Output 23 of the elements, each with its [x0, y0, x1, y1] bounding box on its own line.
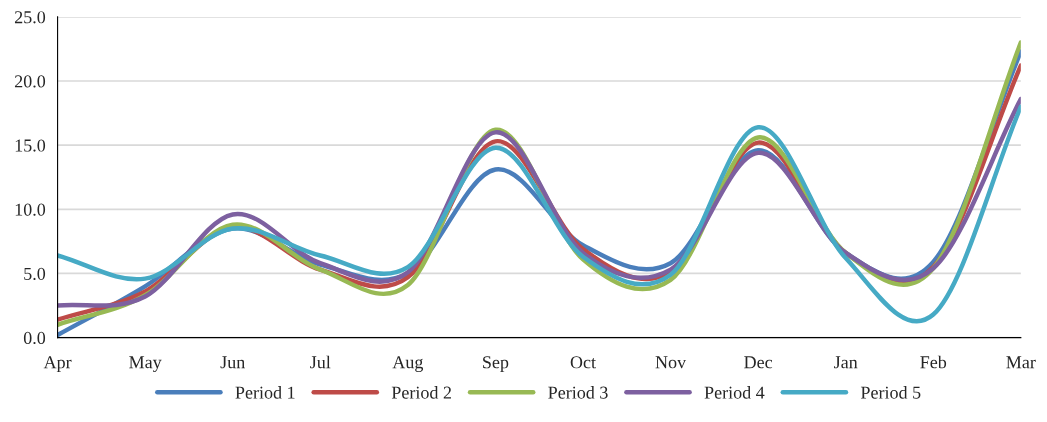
legend-label: Period 3 — [548, 386, 608, 399]
y-tick-label: 20.0 — [14, 75, 46, 88]
x-tick-label: Jun — [220, 356, 245, 369]
y-tick-label: 25.0 — [14, 11, 46, 24]
legend-label: Period 2 — [391, 386, 451, 399]
y-tick-label: 0.0 — [23, 331, 46, 345]
x-tick-label: Oct — [570, 356, 596, 369]
x-tick-label: Mar — [1006, 356, 1036, 369]
y-tick-label: 5.0 — [24, 267, 46, 280]
x-tick-label: Dec — [744, 356, 773, 369]
y-tick-label: 10.0 — [15, 203, 46, 216]
x-tick-label: Sep — [483, 356, 509, 373]
x-tick-label: May — [129, 356, 162, 373]
y-tick-label: 15.0 — [15, 139, 46, 152]
x-tick-label: Jan — [834, 356, 858, 369]
x-tick-label: Aug — [392, 356, 424, 373]
legend-label: Period 1 — [235, 386, 295, 399]
x-tick-label: Nov — [655, 356, 687, 369]
x-tick-label: Jul — [310, 355, 331, 369]
x-tick-label: Apr — [43, 356, 72, 373]
x-tick-label: Feb — [920, 355, 947, 369]
legend-label: Period 5 — [860, 386, 921, 399]
legend-label: Period 4 — [704, 386, 765, 399]
